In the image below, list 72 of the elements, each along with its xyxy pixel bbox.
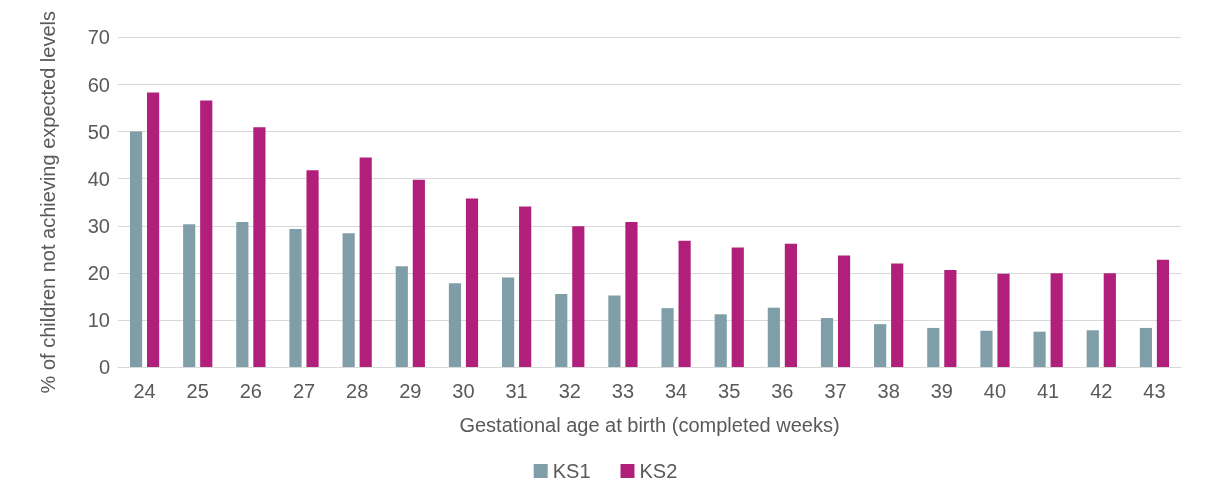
x-tick-label: 38 <box>877 380 900 402</box>
x-tick-label: 41 <box>1037 380 1060 402</box>
bar <box>927 327 940 367</box>
x-tick-label: 35 <box>718 380 741 402</box>
bar <box>714 314 727 367</box>
x-tick-label: 40 <box>983 380 1007 402</box>
bar <box>1156 259 1170 367</box>
y-axis-title: % of children not achieving expected levels <box>37 11 59 394</box>
bar <box>200 100 213 367</box>
x-tick-label: 42 <box>1090 380 1113 402</box>
bar <box>1086 330 1099 367</box>
y-tick-label: 20 <box>87 261 110 284</box>
x-tick-label: 43 <box>1143 380 1166 402</box>
bar <box>820 318 834 367</box>
y-tick-label: 30 <box>87 214 110 237</box>
bar <box>980 330 993 367</box>
bar <box>731 247 744 367</box>
x-tick-label: 30 <box>452 380 475 402</box>
x-tick-label: 39 <box>930 380 953 402</box>
bar <box>1139 327 1152 367</box>
bar <box>678 240 691 367</box>
legend-label: KS1 <box>552 460 591 482</box>
x-tick-label: 32 <box>558 380 581 402</box>
bar <box>555 294 568 367</box>
y-tick-label: 40 <box>87 167 110 190</box>
bar <box>289 229 302 367</box>
x-tick-label: 37 <box>824 380 847 402</box>
bar <box>997 273 1010 367</box>
bar <box>891 263 904 367</box>
bar <box>183 224 196 367</box>
bar <box>1103 273 1116 367</box>
bar <box>1050 273 1063 367</box>
bar <box>572 226 585 367</box>
x-tick-label: 28 <box>346 380 369 402</box>
bar <box>784 243 797 367</box>
x-tick-label: 29 <box>399 380 422 402</box>
bar <box>129 131 143 367</box>
x-tick-label: 34 <box>664 380 688 402</box>
bar <box>359 157 372 367</box>
legend-label: KS2 <box>639 460 678 482</box>
bar <box>448 283 462 367</box>
x-tick-label: 27 <box>292 380 316 402</box>
bar <box>519 206 532 367</box>
bar <box>837 255 851 367</box>
x-tick-label: 24 <box>133 380 156 402</box>
bar <box>147 92 160 367</box>
bar <box>306 170 319 367</box>
x-axis-title: Gestational age at birth (completed weeks) <box>459 414 840 436</box>
y-tick-label: 0 <box>98 356 110 378</box>
x-tick-label: 36 <box>771 380 794 402</box>
bar <box>342 233 355 367</box>
bar <box>661 308 674 367</box>
bar <box>767 307 780 367</box>
x-tick-label: 26 <box>239 380 262 402</box>
y-tick-label: 10 <box>87 308 110 331</box>
bar <box>608 295 621 367</box>
bar <box>236 222 249 367</box>
bar <box>625 222 638 367</box>
x-tick-label: 31 <box>505 380 528 402</box>
x-tick-label: 33 <box>611 380 635 402</box>
bar <box>253 127 266 367</box>
bar <box>1033 331 1046 367</box>
bar <box>502 277 515 367</box>
bar <box>395 266 408 367</box>
y-tick-label: 60 <box>87 73 110 96</box>
y-tick-label: 70 <box>87 26 110 49</box>
bar <box>465 198 479 367</box>
y-tick-label: 50 <box>87 120 110 143</box>
bar <box>412 179 425 367</box>
bar <box>944 270 957 367</box>
bar <box>874 324 887 367</box>
x-tick-label: 25 <box>186 380 209 402</box>
